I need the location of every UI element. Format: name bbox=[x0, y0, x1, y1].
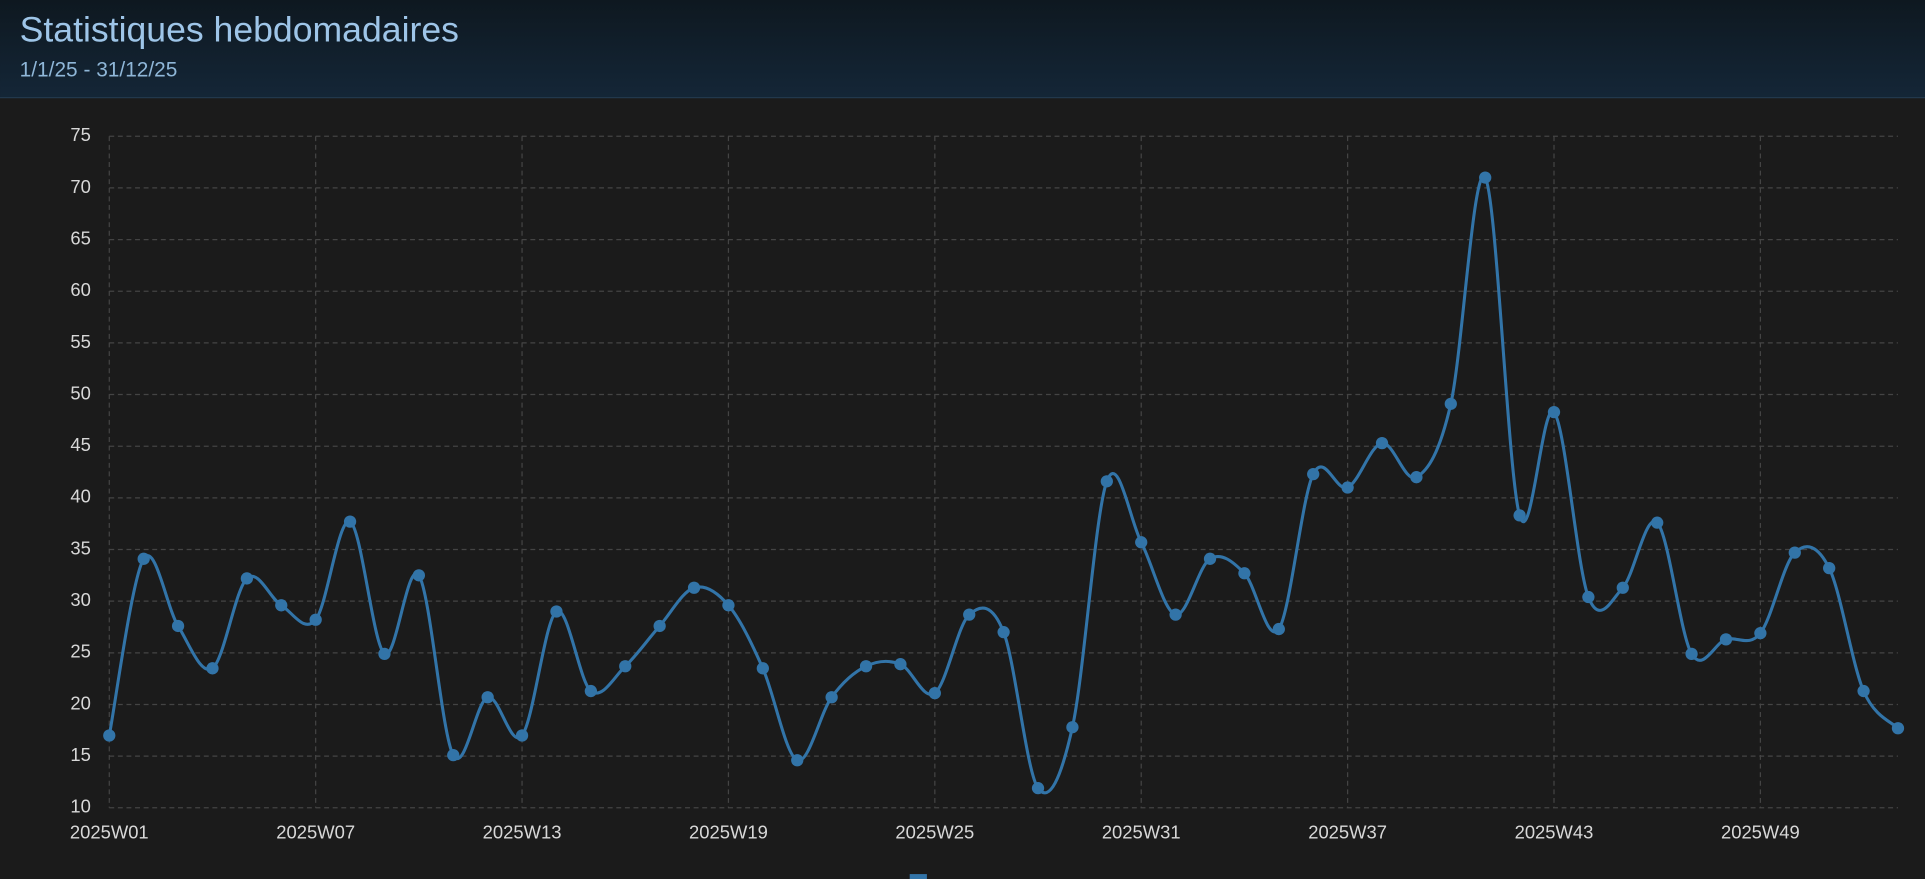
data-point bbox=[1616, 581, 1629, 594]
x-tick-label: 2025W25 bbox=[895, 821, 974, 842]
data-point bbox=[791, 754, 804, 767]
data-point bbox=[1479, 171, 1492, 184]
data-point bbox=[584, 684, 597, 698]
data-point bbox=[1135, 536, 1148, 549]
y-tick-label: 40 bbox=[70, 486, 90, 507]
data-point bbox=[1238, 567, 1251, 580]
data-point bbox=[1582, 590, 1595, 604]
data-point bbox=[275, 599, 288, 612]
y-tick-label: 70 bbox=[70, 176, 90, 197]
y-tick-label: 10 bbox=[70, 796, 90, 817]
data-point bbox=[1169, 608, 1182, 621]
x-tick-label: 2025W49 bbox=[1721, 821, 1800, 842]
data-point bbox=[447, 748, 460, 762]
data-point bbox=[309, 613, 322, 626]
data-point bbox=[1410, 471, 1423, 484]
data-point bbox=[515, 729, 529, 742]
data-point bbox=[825, 691, 838, 704]
y-tick-label: 65 bbox=[70, 227, 90, 248]
data-point bbox=[722, 599, 735, 612]
data-point bbox=[1341, 481, 1354, 494]
data-point bbox=[1857, 684, 1870, 698]
data-point bbox=[619, 660, 632, 673]
data-point bbox=[1375, 436, 1389, 450]
data-point bbox=[1719, 633, 1733, 646]
y-tick-label: 45 bbox=[70, 434, 90, 455]
legend-swatch bbox=[909, 874, 927, 879]
data-point bbox=[653, 619, 666, 633]
y-tick-label: 30 bbox=[70, 589, 90, 610]
data-point bbox=[1203, 552, 1217, 565]
data-point bbox=[240, 572, 254, 585]
data-point bbox=[1444, 397, 1457, 410]
data-point bbox=[894, 658, 907, 671]
page-subtitle: 1/1/25 - 31/12/25 bbox=[20, 59, 178, 82]
data-point bbox=[1100, 475, 1113, 488]
data-point bbox=[137, 552, 150, 565]
data-point bbox=[206, 662, 219, 675]
data-point bbox=[1685, 647, 1698, 660]
x-tick-label: 2025W13 bbox=[483, 821, 562, 842]
data-point bbox=[1754, 627, 1767, 640]
y-tick-label: 20 bbox=[70, 692, 90, 713]
data-point bbox=[1307, 467, 1320, 481]
y-tick-label: 15 bbox=[70, 744, 90, 765]
data-point bbox=[963, 608, 976, 621]
data-point bbox=[1788, 546, 1801, 559]
data-point bbox=[481, 691, 494, 704]
page-title: Statistiques hebdomadaires bbox=[20, 9, 459, 49]
data-point bbox=[1066, 721, 1079, 734]
x-tick-label: 2025W31 bbox=[1102, 821, 1181, 842]
data-point bbox=[1272, 622, 1285, 636]
x-tick-label: 2025W43 bbox=[1515, 821, 1594, 842]
x-tick-label: 2025W37 bbox=[1308, 821, 1387, 842]
y-tick-label: 25 bbox=[70, 641, 90, 662]
y-tick-label: 35 bbox=[70, 537, 90, 558]
data-point bbox=[687, 581, 701, 594]
data-point bbox=[997, 626, 1010, 639]
data-point bbox=[859, 660, 873, 673]
data-point bbox=[928, 686, 941, 700]
x-tick-label: 2025W01 bbox=[70, 821, 149, 842]
x-tick-label: 2025W19 bbox=[689, 821, 768, 842]
x-tick-label: 2025W07 bbox=[276, 821, 355, 842]
data-point bbox=[412, 569, 426, 582]
y-tick-label: 75 bbox=[70, 124, 90, 145]
y-tick-label: 60 bbox=[70, 279, 90, 300]
y-tick-label: 50 bbox=[70, 382, 90, 403]
data-point bbox=[171, 619, 185, 633]
data-point bbox=[1547, 405, 1561, 419]
series-line bbox=[107, 174, 1900, 795]
data-point bbox=[1823, 561, 1836, 575]
data-point bbox=[1031, 782, 1045, 795]
data-point bbox=[1651, 516, 1664, 529]
data-point bbox=[550, 605, 563, 618]
data-point bbox=[756, 662, 769, 675]
y-tick-label: 55 bbox=[70, 331, 90, 352]
data-point bbox=[343, 515, 357, 528]
data-point bbox=[103, 729, 116, 742]
data-point bbox=[378, 647, 391, 660]
header-bar bbox=[0, 0, 1925, 97]
data-point bbox=[1513, 509, 1526, 522]
data-point bbox=[1891, 722, 1905, 735]
